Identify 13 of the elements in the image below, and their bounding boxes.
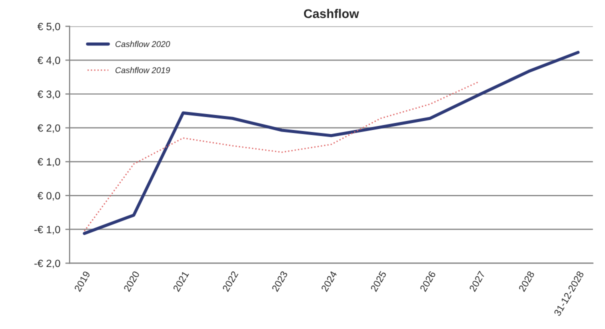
chart-title: Cashflow (304, 8, 360, 18)
y-tick-label: € 0,0 (37, 192, 60, 201)
y-tick-label: € 2,0 (37, 124, 60, 133)
y-tick-label: € 4,0 (37, 56, 60, 66)
line-series (84, 80, 480, 232)
legend-label: Cashflow 2020 (116, 40, 170, 48)
y-tick-label: -€ 2,0 (34, 260, 60, 268)
y-tick-label: -€ 1,0 (34, 226, 60, 234)
y-tick-label: € 5,0 (37, 22, 60, 32)
legend-label: Cashflow 2019 (116, 67, 170, 74)
y-tick-label: € 1,0 (37, 158, 60, 167)
y-tick-label: € 3,0 (37, 90, 60, 100)
line-series (82, 50, 580, 235)
